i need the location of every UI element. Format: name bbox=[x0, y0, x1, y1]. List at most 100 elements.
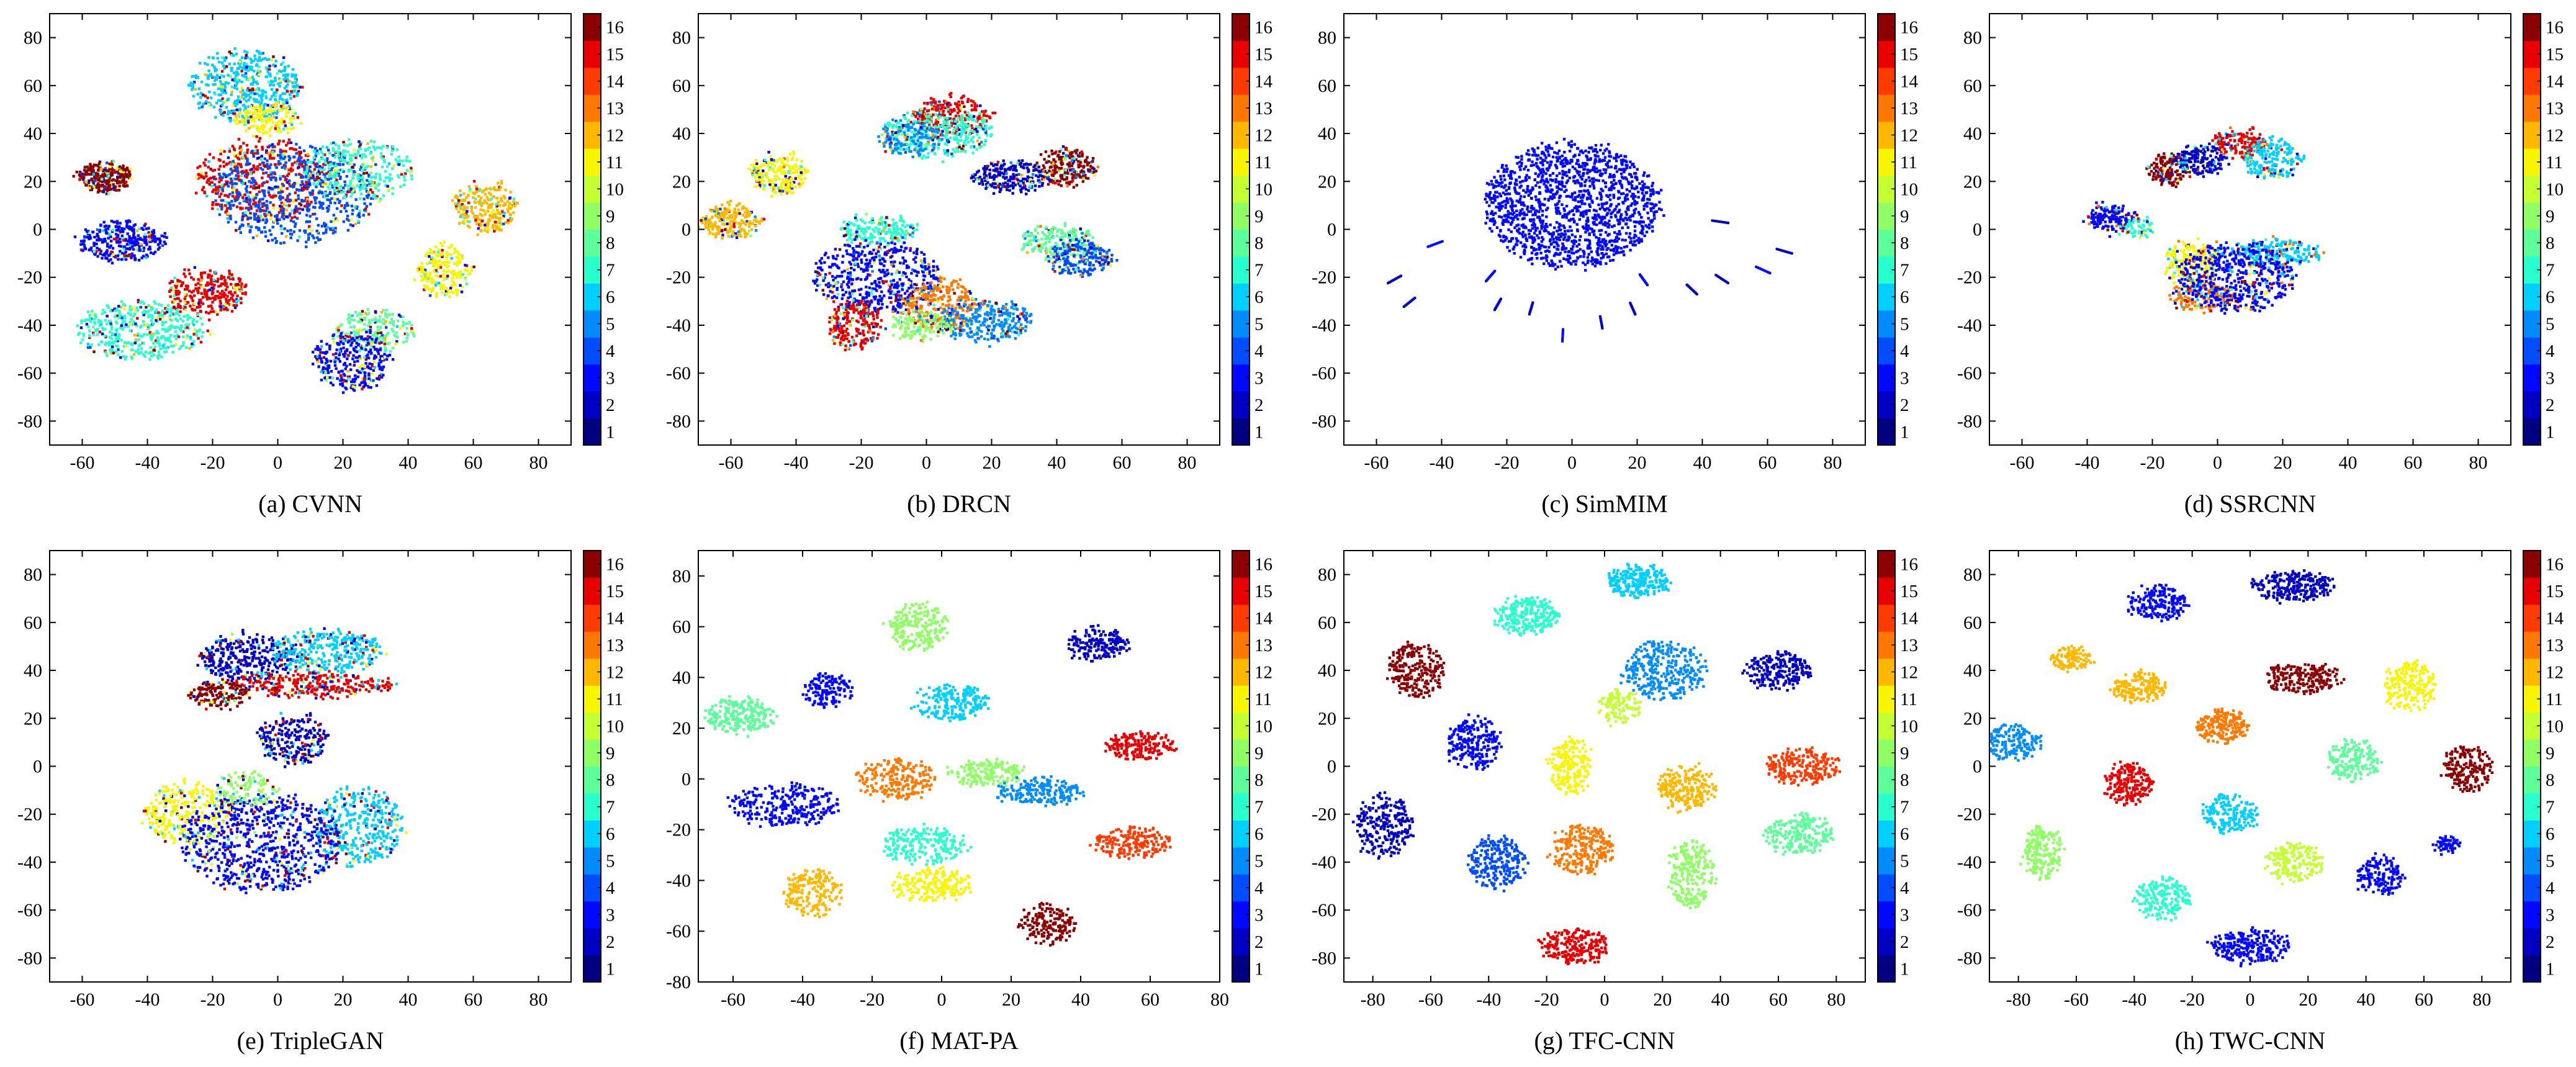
data-point bbox=[269, 171, 272, 174]
data-point bbox=[349, 331, 353, 335]
data-point bbox=[178, 347, 181, 351]
data-point bbox=[313, 212, 317, 215]
data-point bbox=[135, 248, 138, 251]
data-point bbox=[331, 232, 335, 235]
data-point bbox=[317, 223, 320, 227]
data-point bbox=[239, 163, 242, 166]
data-point bbox=[976, 133, 979, 136]
data-point bbox=[324, 371, 327, 375]
data-point bbox=[81, 249, 84, 252]
data-point bbox=[205, 283, 209, 287]
data-point bbox=[345, 210, 348, 213]
data-point bbox=[958, 104, 961, 107]
data-point bbox=[83, 239, 86, 243]
data-point bbox=[173, 335, 176, 338]
data-point bbox=[271, 143, 274, 146]
data-point bbox=[192, 94, 196, 98]
data-point bbox=[971, 100, 975, 103]
data-point bbox=[965, 124, 969, 127]
data-point bbox=[226, 207, 229, 210]
data-point bbox=[286, 215, 290, 218]
data-point bbox=[339, 374, 343, 377]
data-point bbox=[235, 122, 238, 125]
data-point bbox=[372, 357, 376, 360]
data-point bbox=[311, 189, 315, 192]
data-point bbox=[313, 158, 317, 161]
data-point bbox=[289, 232, 292, 236]
data-point bbox=[384, 323, 387, 326]
data-point bbox=[318, 200, 321, 204]
data-point bbox=[130, 348, 133, 351]
data-point bbox=[206, 329, 209, 333]
data-point bbox=[100, 321, 103, 324]
data-point bbox=[948, 117, 952, 120]
data-point bbox=[250, 61, 253, 64]
data-point bbox=[457, 210, 461, 214]
data-point bbox=[116, 180, 119, 183]
data-point bbox=[128, 227, 132, 231]
data-point bbox=[115, 225, 119, 228]
data-point bbox=[360, 337, 363, 340]
data-point bbox=[213, 65, 216, 68]
data-point bbox=[72, 174, 75, 178]
data-point bbox=[336, 326, 340, 329]
data-point bbox=[143, 310, 146, 313]
data-point bbox=[247, 110, 250, 113]
data-point bbox=[366, 164, 369, 168]
data-point bbox=[240, 282, 243, 286]
data-point bbox=[238, 120, 241, 124]
data-point bbox=[983, 143, 986, 146]
data-point bbox=[453, 251, 456, 254]
data-point bbox=[353, 360, 356, 364]
data-point bbox=[357, 151, 360, 155]
data-point bbox=[351, 378, 354, 381]
data-point bbox=[457, 253, 461, 256]
data-point bbox=[395, 331, 398, 335]
data-point bbox=[435, 274, 438, 277]
data-point bbox=[391, 322, 394, 325]
data-point bbox=[295, 182, 299, 185]
data-point bbox=[286, 229, 289, 233]
data-point bbox=[143, 235, 146, 238]
data-point bbox=[281, 119, 284, 122]
data-point bbox=[962, 125, 965, 128]
data-point bbox=[410, 174, 413, 178]
data-point bbox=[197, 305, 200, 308]
data-point bbox=[112, 341, 115, 344]
data-point bbox=[495, 211, 498, 214]
data-point bbox=[382, 340, 385, 343]
data-point bbox=[368, 146, 371, 150]
data-point bbox=[326, 210, 330, 213]
data-point bbox=[352, 388, 355, 391]
data-point bbox=[217, 285, 220, 288]
data-point bbox=[402, 315, 405, 318]
data-point bbox=[102, 229, 105, 232]
data-point bbox=[290, 122, 293, 125]
data-point bbox=[320, 379, 323, 382]
data-point bbox=[382, 158, 385, 162]
data-point bbox=[248, 180, 251, 183]
data-point bbox=[114, 315, 117, 318]
data-point bbox=[943, 116, 947, 119]
data-point bbox=[307, 182, 311, 185]
data-point bbox=[225, 194, 228, 197]
data-point bbox=[382, 322, 385, 325]
data-point bbox=[416, 268, 419, 271]
data-point bbox=[312, 150, 316, 153]
data-point bbox=[363, 380, 366, 384]
data-point bbox=[359, 168, 362, 171]
data-point bbox=[296, 116, 299, 119]
data-point bbox=[251, 88, 254, 91]
data-point bbox=[272, 91, 276, 94]
data-point bbox=[227, 81, 230, 85]
data-point bbox=[364, 348, 367, 351]
data-point bbox=[353, 153, 356, 156]
data-point bbox=[96, 328, 99, 331]
data-point bbox=[368, 319, 371, 322]
data-point bbox=[238, 60, 242, 63]
data-point bbox=[217, 158, 221, 161]
data-point bbox=[263, 104, 266, 107]
data-point bbox=[259, 114, 262, 117]
data-point bbox=[312, 161, 315, 164]
data-point bbox=[137, 245, 141, 248]
